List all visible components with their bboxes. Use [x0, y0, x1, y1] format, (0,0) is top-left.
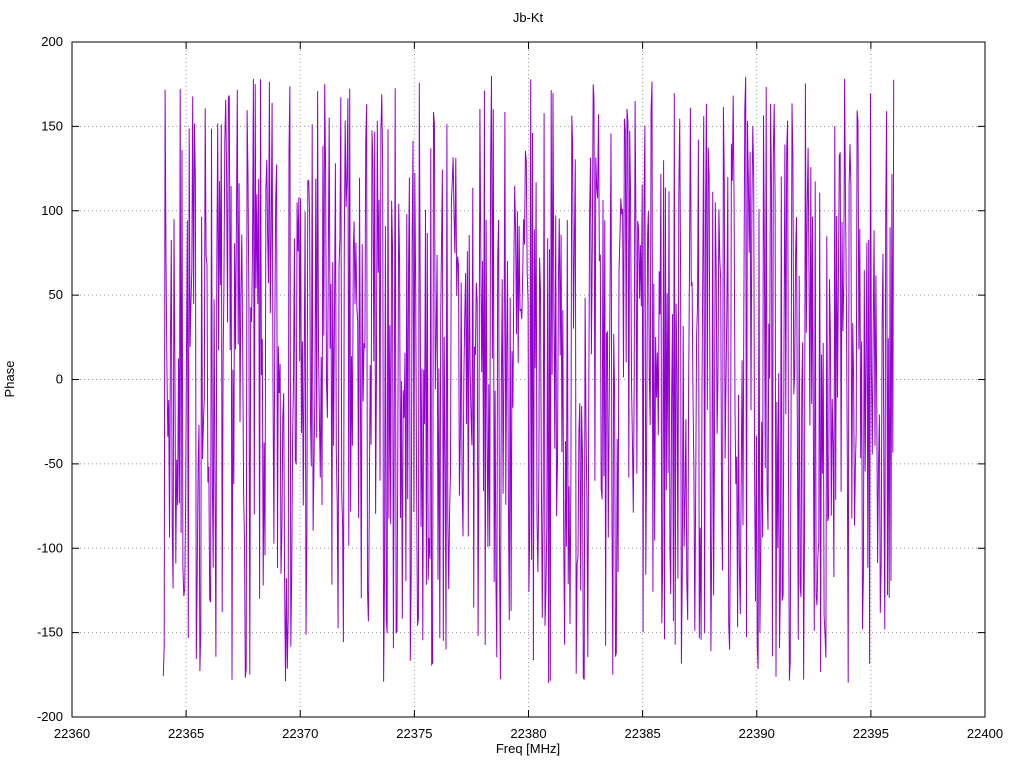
y-axis-label: Phase	[2, 361, 17, 398]
x-tick-label: 22385	[625, 726, 661, 741]
data-series-line	[162, 75, 895, 683]
y-tick-label: -100	[37, 540, 63, 555]
x-tick-label: 22380	[510, 726, 546, 741]
x-tick-label: 22375	[396, 726, 432, 741]
y-tick-label: 150	[41, 118, 63, 133]
y-tick-label: 0	[56, 372, 63, 387]
x-tick-label: 22390	[739, 726, 775, 741]
y-tick-label: -150	[37, 625, 63, 640]
x-tick-label: 22370	[282, 726, 318, 741]
y-tick-label: 100	[41, 203, 63, 218]
y-tick-label: 200	[41, 34, 63, 49]
x-tick-label: 22360	[54, 726, 90, 741]
y-tick-label: -200	[37, 709, 63, 724]
x-tick-label: 22400	[967, 726, 1003, 741]
y-tick-label: 50	[49, 287, 63, 302]
chart-title: Jb-Kt	[513, 10, 544, 25]
x-tick-label: 22365	[168, 726, 204, 741]
x-tick-label: 22395	[853, 726, 889, 741]
y-tick-label: -50	[44, 456, 63, 471]
x-axis-label: Freq [MHz]	[496, 741, 560, 756]
